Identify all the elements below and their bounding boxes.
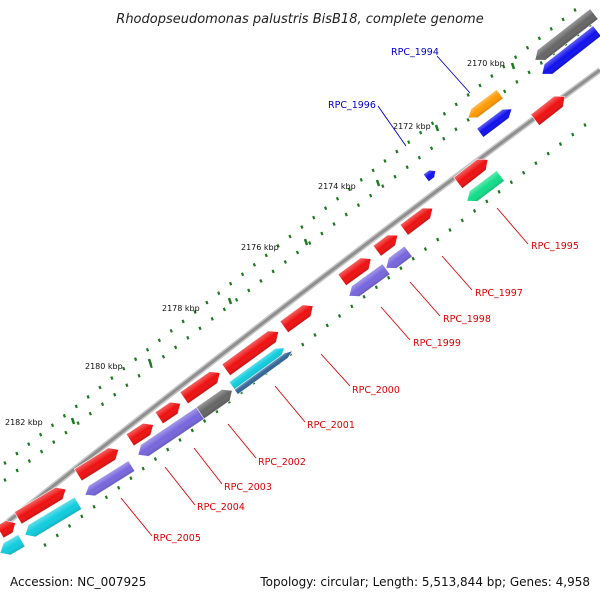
gene-arrow[interactable] — [0, 517, 19, 539]
tick-label: 2182 kbp — [5, 418, 43, 427]
major-tick — [510, 62, 516, 70]
gene-label-rpc-1994[interactable]: RPC_1994 — [391, 47, 439, 58]
gene-arrow[interactable] — [125, 419, 157, 447]
gene-label-rpc-2001[interactable]: RPC_2001 — [307, 420, 355, 431]
gene-label-rpc-2002[interactable]: RPC_2002 — [258, 457, 306, 468]
gene-label-rpc-2004[interactable]: RPC_2004 — [197, 502, 245, 513]
gene-arrow[interactable] — [382, 245, 413, 273]
gene-arrow[interactable] — [179, 367, 224, 405]
gene-arrow[interactable] — [279, 300, 317, 334]
tick-label: 2170 kbp — [467, 59, 505, 68]
major-tick — [70, 417, 76, 425]
leader-line — [274, 385, 306, 423]
accession-text: Accession: NC_007925 — [10, 575, 146, 589]
gene-labels: RPC_1994 RPC_1996 RPC_1995 RPC_1997 RPC_1998… — [153, 47, 579, 544]
gene-arrow[interactable] — [399, 203, 437, 236]
major-tick — [227, 297, 233, 305]
backbone — [0, 67, 600, 532]
leader-line — [496, 207, 529, 245]
leader-line — [377, 105, 407, 147]
major-tick — [434, 124, 440, 132]
tick-label: 2176 kbp — [241, 243, 279, 252]
major-tick — [147, 358, 153, 366]
gene-arrow[interactable] — [453, 154, 493, 189]
leader-line — [436, 55, 471, 94]
gene-arrow[interactable] — [531, 8, 599, 65]
gene-arrow[interactable] — [154, 398, 184, 425]
leader-line — [320, 353, 351, 387]
genome-summary-text: Topology: circular; Length: 5,513,844 bp… — [259, 575, 590, 589]
gene-arrow[interactable] — [134, 406, 205, 461]
major-tick — [375, 179, 381, 187]
gene-label-rpc-1995[interactable]: RPC_1995 — [531, 241, 579, 252]
gene-arrow[interactable] — [221, 326, 283, 377]
map-title: Rhodopseudomonas palustris BisB18, compl… — [116, 12, 483, 27]
gene-arrow[interactable] — [476, 105, 516, 138]
gene-arrow[interactable] — [228, 344, 287, 391]
gene-arrow[interactable] — [13, 483, 69, 525]
tick-label: 2172 kbp — [393, 122, 431, 131]
leader-line — [164, 466, 196, 506]
gene-arrow[interactable] — [73, 444, 122, 482]
gene-arrow[interactable] — [530, 91, 570, 126]
tick-label: 2174 kbp — [318, 182, 356, 191]
gene-label-rpc-1998[interactable]: RPC_1998 — [443, 314, 491, 325]
gene-label-rpc-2000[interactable]: RPC_2000 — [352, 385, 400, 396]
inner-gene-track — [337, 91, 570, 302]
gene-arrow[interactable] — [538, 25, 600, 79]
gene-arrow[interactable] — [465, 89, 504, 123]
gene-label-rpc-1999[interactable]: RPC_1999 — [413, 338, 461, 349]
gene-arrow[interactable] — [372, 230, 402, 257]
tick-label: 2180 kbp — [85, 362, 123, 371]
leader-line — [193, 447, 223, 485]
leader-line — [409, 281, 441, 317]
gene-arrow[interactable] — [82, 460, 136, 500]
leader-line — [120, 497, 153, 537]
major-tick — [303, 238, 309, 246]
outer-gene-track — [0, 8, 600, 559]
gene-label-rpc-1996[interactable]: RPC_1996 — [328, 100, 376, 111]
gene-arrow[interactable] — [233, 348, 294, 395]
gene-label-rpc-2005[interactable]: RPC_2005 — [153, 533, 201, 544]
gene-arrow[interactable] — [0, 534, 26, 559]
gene-arrow[interactable] — [337, 253, 375, 287]
label-leader-lines — [120, 55, 529, 537]
gene-arrow[interactable] — [345, 263, 391, 302]
gene-arrow[interactable] — [21, 496, 83, 541]
leader-line — [227, 423, 257, 459]
gene-label-rpc-1997[interactable]: RPC_1997 — [475, 288, 523, 299]
gene-arrow[interactable] — [463, 170, 505, 207]
leader-line — [380, 306, 411, 341]
gene-label-rpc-2003[interactable]: RPC_2003 — [224, 482, 272, 493]
gene-arrow[interactable] — [422, 167, 438, 183]
leader-line — [441, 255, 473, 291]
tick-label: 2178 kbp — [162, 304, 200, 313]
